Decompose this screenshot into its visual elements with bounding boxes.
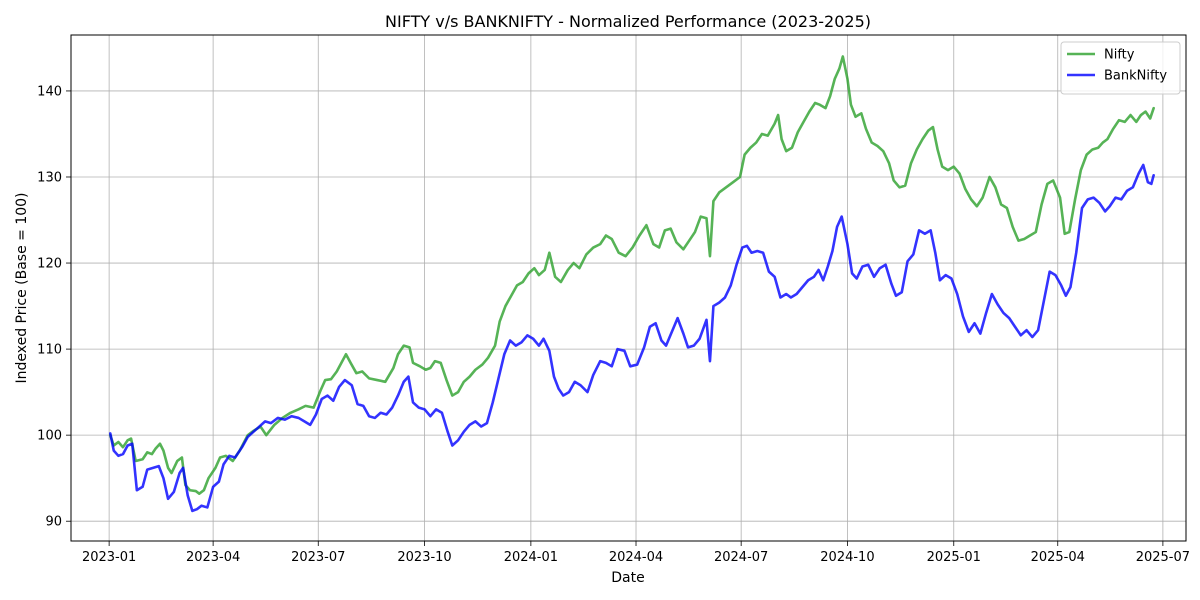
- x-tick-label: 2024-10: [820, 550, 874, 565]
- grid: [71, 35, 1186, 541]
- x-tick-label: 2025-07: [1136, 550, 1190, 565]
- y-axis-title: Indexed Price (Base = 100): [14, 192, 30, 383]
- x-tick-label: 2023-10: [397, 550, 451, 565]
- y-tick-label: 100: [37, 429, 62, 444]
- x-tick-label: 2023-04: [186, 550, 240, 565]
- x-tick-label: 2024-07: [714, 550, 768, 565]
- x-axis-title: Date: [611, 570, 644, 586]
- y-tick-label: 120: [37, 257, 62, 272]
- plot-frame: [70, 34, 1187, 542]
- x-axis: 2023-01 2023-04 2023-07 2023-10 2024-01 2024-…: [82, 541, 1190, 565]
- y-tick-label: 90: [45, 515, 62, 530]
- x-tick-label: 2024-04: [609, 550, 663, 565]
- x-tick-label: 2023-01: [82, 550, 136, 565]
- series-line-nifty: [108, 55, 1155, 495]
- legend-label-nifty: Nifty: [1104, 48, 1135, 63]
- y-tick-label: 140: [37, 84, 62, 99]
- chart-title: NIFTY v/s BANKNIFTY - Normalized Perform…: [385, 12, 871, 31]
- x-tick-label: 2023-07: [291, 550, 345, 565]
- x-tick-label: 2025-01: [927, 550, 981, 565]
- series-line-banknifty: [108, 163, 1155, 513]
- legend: Nifty BankNifty: [1060, 41, 1181, 95]
- x-tick-label: 2025-04: [1031, 550, 1085, 565]
- x-tick-label: 2024-01: [504, 550, 558, 565]
- y-axis: 90 100 110 120 130 140: [37, 84, 71, 530]
- y-tick-label: 130: [37, 170, 62, 185]
- y-tick-label: 110: [37, 343, 62, 358]
- series-layer: [108, 55, 1155, 513]
- legend-label-banknifty: BankNifty: [1104, 69, 1167, 84]
